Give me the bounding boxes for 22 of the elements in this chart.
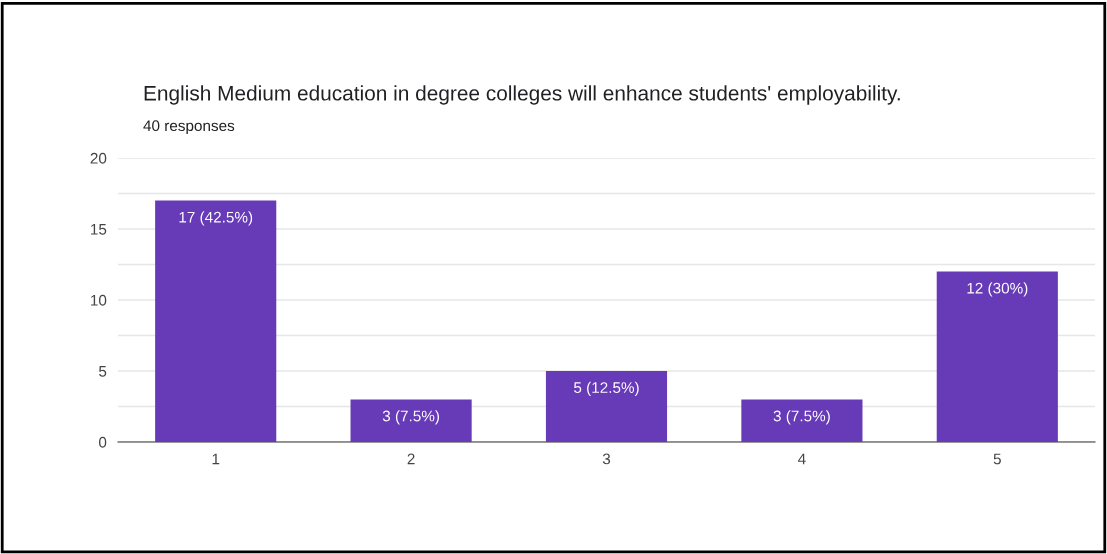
y-tick-label: 20	[90, 152, 107, 164]
x-tick-label: 3	[602, 453, 611, 465]
x-tick-label: 2	[407, 453, 415, 465]
bar	[741, 399, 863, 442]
x-tick-label: 4	[798, 453, 806, 465]
y-tick-label: 15	[91, 224, 107, 235]
chart-subtitle: 40 responses	[143, 120, 235, 135]
data-label: 17 (42.5%)	[179, 211, 253, 226]
y-tick-label: 0	[98, 436, 107, 448]
data-label: 3 (7.5%)	[773, 410, 830, 425]
data-label: 3 (7.5%)	[382, 410, 440, 425]
x-tick-label: 5	[993, 453, 1001, 465]
bar	[350, 399, 472, 442]
chart-title: English Medium education in degree colleges will enhance students' employability.	[144, 85, 900, 105]
x-tick-label: 1	[212, 453, 220, 465]
bar	[155, 200, 277, 442]
bar	[936, 271, 1058, 442]
data-label: 5 (12.5%)	[574, 381, 639, 396]
bar	[545, 371, 668, 442]
y-tick-label: 5	[99, 366, 107, 377]
data-label: 12 (30%)	[967, 282, 1028, 297]
y-tick-label: 10	[91, 294, 107, 306]
